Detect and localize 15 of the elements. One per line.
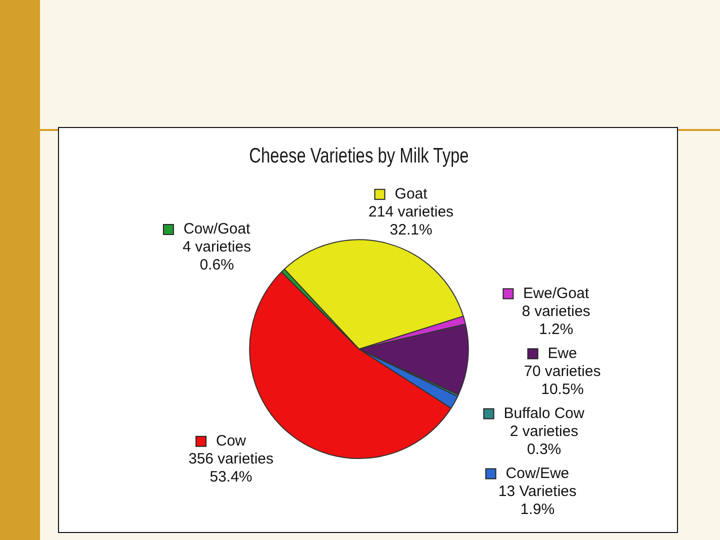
legend-label: Ewe/Goat — [523, 284, 590, 302]
data-label: 8 varieties 1.2% — [522, 302, 590, 338]
data-label: 13 Varieties 1.9% — [498, 482, 576, 518]
data-label: 356 varieties 53.4% — [188, 450, 274, 486]
data-label: 70 varieties 10.5% — [524, 362, 601, 398]
legend-label: Goat — [394, 186, 428, 202]
data-label: 2 varieties 0.3% — [510, 422, 578, 458]
data-label: 4 varieties 0.6% — [182, 238, 251, 274]
legend-label: Cow/Ewe — [506, 464, 570, 482]
legend-label: Cow — [216, 432, 246, 450]
legend-label: Ewe — [548, 344, 577, 362]
chart-title: Cheese Varieties by Milk Type — [249, 143, 469, 167]
legend-label: Buffalo Cow — [504, 404, 584, 422]
data-label: 214 varieties 32.1% — [368, 204, 454, 238]
legend-label: Cow/Goat — [183, 220, 251, 238]
